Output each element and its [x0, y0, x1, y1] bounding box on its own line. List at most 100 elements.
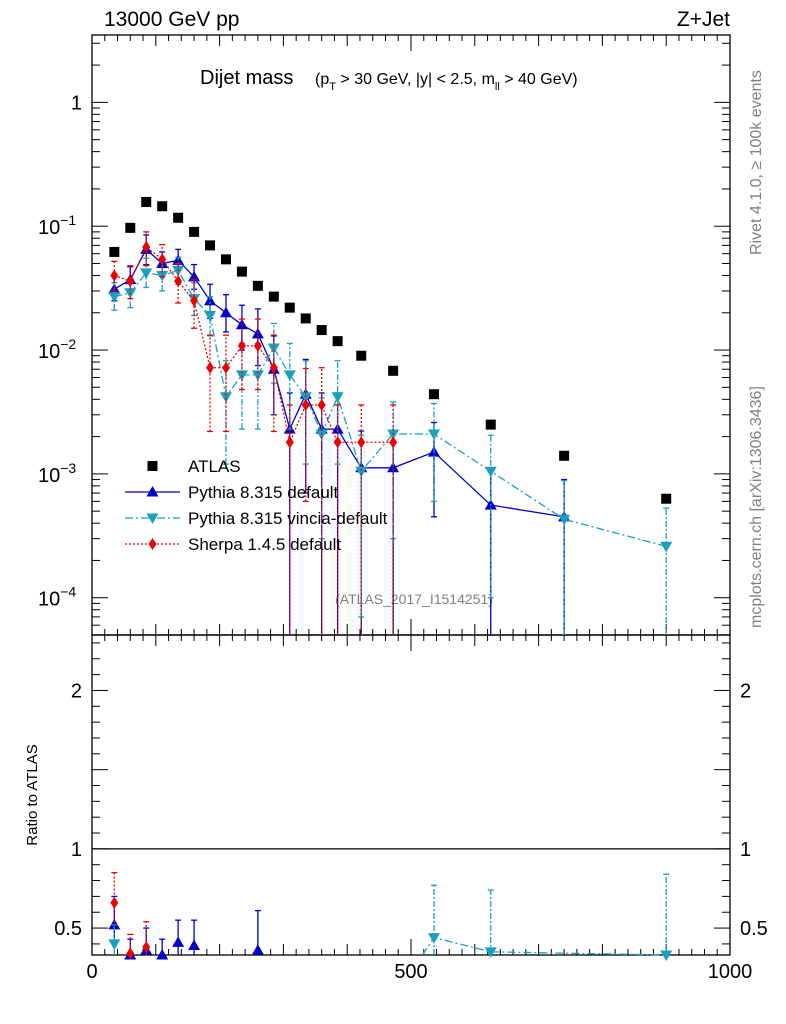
ratio-point [188, 939, 201, 950]
data-point [252, 280, 263, 291]
y-tick-label-exponent: −4 [60, 584, 76, 600]
data-point [204, 311, 217, 322]
ratio-point [108, 939, 121, 950]
series-pythia-8-315-vincia-default [108, 256, 673, 635]
data-point [206, 361, 215, 374]
data-point [219, 392, 232, 403]
data-point [219, 306, 232, 318]
data-point [173, 212, 184, 223]
legend-marker [146, 486, 159, 497]
ratio-point [108, 918, 121, 930]
data-point [125, 222, 136, 233]
energy-label: 13000 GeV pp [104, 8, 239, 31]
data-point [174, 275, 183, 288]
y-tick-label-exponent: −2 [60, 336, 76, 352]
legend-marker [148, 538, 157, 550]
data-point [190, 294, 199, 307]
data-point [204, 294, 217, 306]
ratio-point [110, 896, 119, 909]
data-point [356, 350, 367, 361]
data-point [188, 270, 201, 282]
data-point [357, 436, 366, 449]
ratio-panel-frame [91, 634, 731, 956]
y-tick-label-exponent: −3 [60, 460, 76, 476]
data-point [285, 436, 294, 449]
ratio-point [660, 950, 673, 961]
legend-label: Pythia 8.315 vincia-default [188, 509, 388, 528]
legend-entry: Sherpa 1.4.5 default [125, 535, 341, 554]
data-point [333, 436, 342, 449]
ratio-y-tick-label-right: 1 [740, 839, 751, 861]
data-point [484, 466, 497, 478]
y-tick-label: 10−4 [38, 584, 76, 611]
x-tick-label: 1000 [708, 961, 753, 983]
data-point [269, 361, 278, 374]
data-point [316, 325, 327, 336]
legend-entry: ATLAS [147, 457, 241, 476]
ratio-plot-layer: 0 500 1000 0.5 0.5 1 1 2 2 [54, 635, 768, 983]
ratio-point [484, 947, 497, 958]
legend-entry: Pythia 8.315 vincia-default [125, 509, 388, 528]
data-point [108, 292, 121, 303]
data-point [268, 291, 279, 302]
title-main: Dijet mass [200, 67, 293, 89]
data-point [126, 275, 135, 288]
ratio-point [251, 944, 264, 955]
data-point [332, 336, 343, 347]
data-point [157, 201, 168, 212]
y-tick-label-base: 10 [38, 341, 60, 363]
data-point [559, 450, 570, 461]
data-point [299, 392, 312, 403]
data-point [317, 398, 326, 411]
legend-label: ATLAS [188, 457, 241, 476]
data-point [141, 196, 152, 207]
data-point [558, 514, 571, 526]
process-label: Z+Jet [677, 8, 730, 31]
rivet-label: Rivet 4.1.0, ≥ 100k events [748, 70, 765, 255]
data-point [267, 343, 280, 354]
y-tick-label: 1 [71, 92, 82, 114]
data-point [237, 339, 246, 352]
data-point [221, 361, 230, 374]
ratio-series-sherpa-1-4-5-default [110, 871, 151, 960]
chart-title-cuts: (pT > 30 GeV, |y| < 2.5, mll > 40 GeV) [315, 71, 578, 93]
analysis-watermark: (ATLAS_2017_I1514251) [335, 591, 493, 607]
ratio-y-tick-label-right: 2 [740, 680, 751, 702]
legend-marker [147, 461, 158, 471]
ratio-point [142, 941, 151, 954]
data-point [220, 254, 231, 265]
ratio-y-tick-label: 0.5 [54, 918, 82, 940]
series-line [113, 248, 565, 518]
data-point [236, 266, 247, 277]
y-tick-label: 10−3 [38, 460, 76, 487]
data-point [485, 419, 496, 430]
legend-marker [146, 513, 159, 524]
main-plot-layer: 110−110−210−310−4 [38, 35, 731, 636]
data-point [284, 302, 295, 313]
data-point [110, 269, 119, 282]
data-point [355, 466, 368, 478]
x-tick-label: 0 [86, 961, 97, 983]
legend-label: Pythia 8.315 default [188, 483, 339, 502]
data-point [301, 398, 310, 411]
ratio-y-tick-label: 1 [71, 839, 82, 861]
data-point [253, 339, 262, 352]
data-point [388, 365, 399, 376]
y-tick-label: 10−1 [38, 212, 76, 239]
data-point [109, 246, 120, 257]
legend-entry: Pythia 8.315 default [125, 483, 339, 502]
data-point [205, 240, 216, 251]
data-point [142, 240, 151, 253]
data-point [660, 541, 673, 553]
ratio-point [172, 936, 185, 947]
ratio-point [126, 947, 135, 960]
series-atlas [109, 196, 672, 504]
data-point [189, 226, 200, 237]
series-sherpa-1-4-5-default [110, 231, 398, 635]
data-point [389, 436, 398, 449]
y-tick-label-base: 10 [38, 465, 60, 487]
legend: ATLAS Pythia 8.315 default Pythia 8.315 vi… [125, 457, 388, 554]
data-point [428, 389, 439, 400]
data-point [331, 392, 344, 403]
